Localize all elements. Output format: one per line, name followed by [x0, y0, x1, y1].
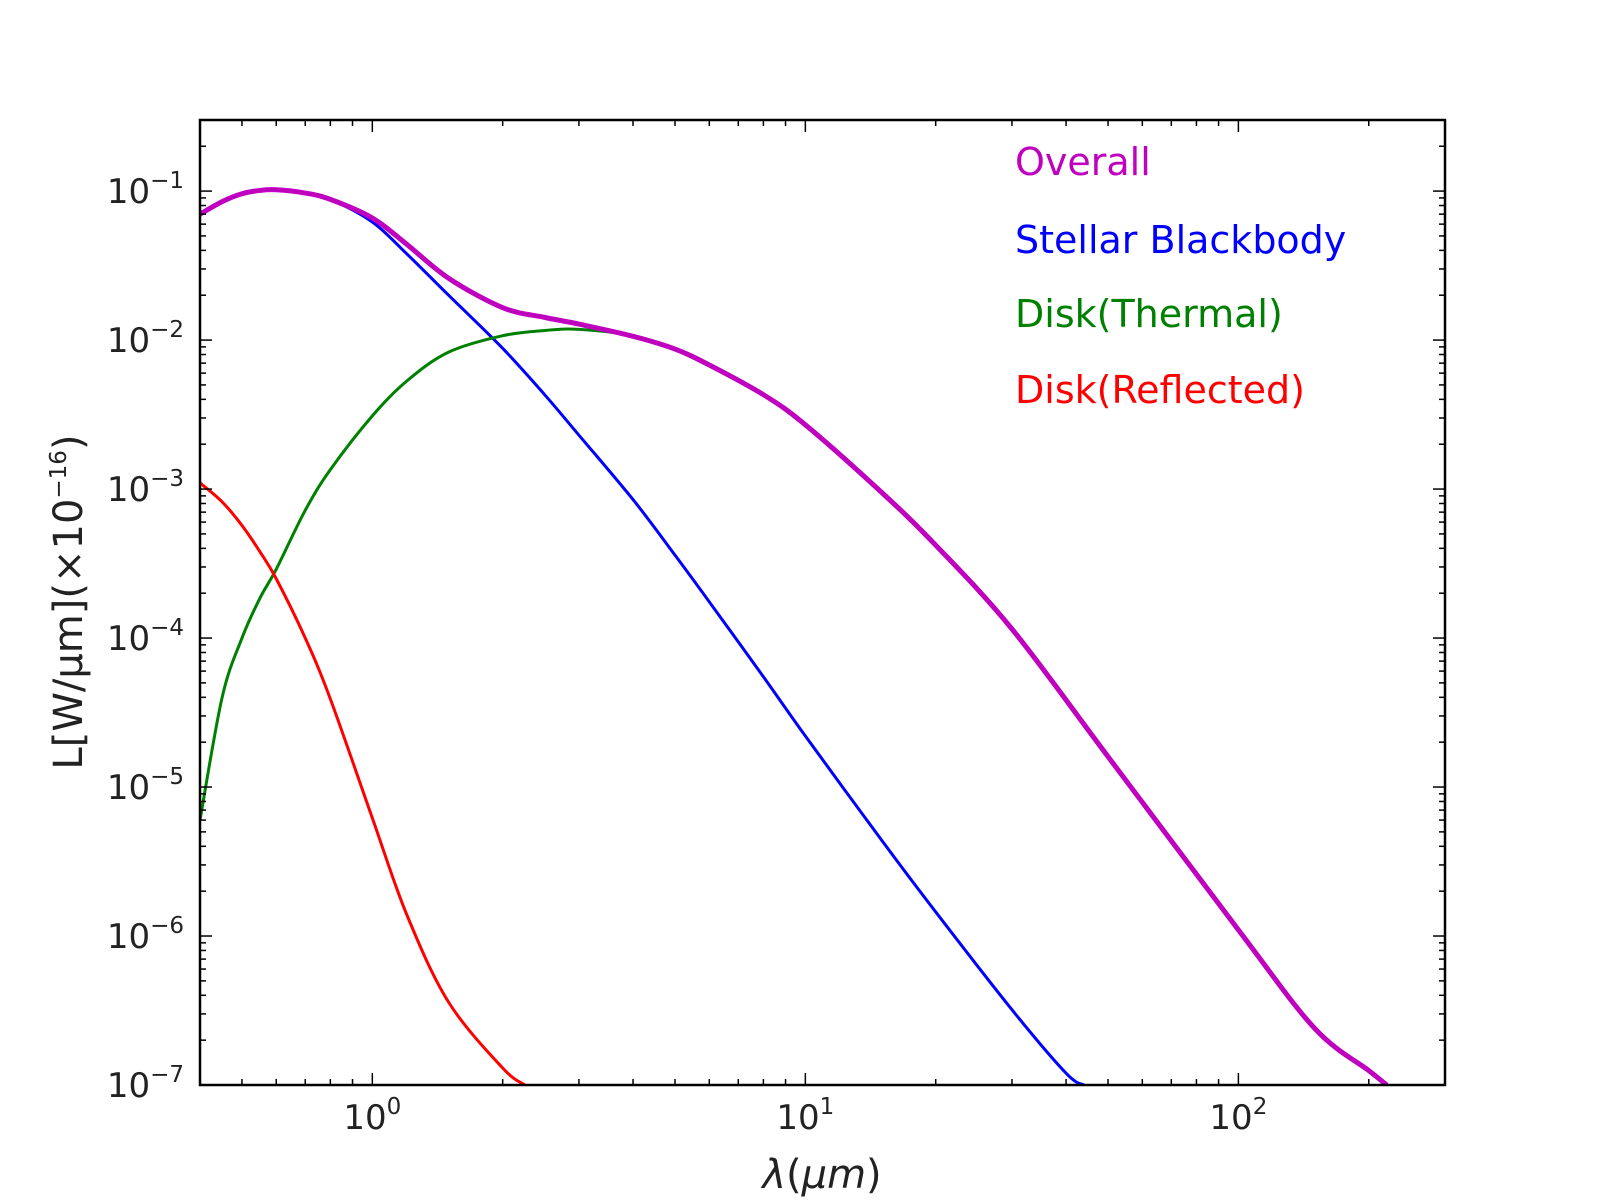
axes-frame — [198, 118, 1447, 1087]
x-tick-label: 101 — [776, 1094, 834, 1138]
x-axis-label-lambda: λ — [760, 1152, 786, 1198]
y-tick-label: 10−6 — [107, 913, 184, 957]
series-line-disk-reflected — [200, 481, 526, 1085]
legend-item-disk-reflected: Disk(Reflected) — [1015, 368, 1305, 412]
y-axis-label-close: ) — [46, 434, 92, 450]
y-tick-label: 10−7 — [107, 1062, 184, 1106]
y-axis-label-main: L[W/μm](×10 — [46, 499, 92, 770]
y-tick-label: 10−2 — [107, 317, 184, 361]
plot-area — [198, 118, 1447, 1087]
series-layer — [200, 187, 1389, 1085]
tick-labels: 100 101 102 10−1 10−2 10−3 10−4 10−5 10−6 10−7 — [107, 168, 1268, 1138]
y-axis-label-sup: −16 — [46, 450, 72, 499]
x-axis-label: λ(μm) — [760, 1152, 881, 1198]
y-axis-label: L[W/μm](×10−16) — [46, 434, 92, 769]
x-axis-label-unit: μm — [801, 1152, 866, 1198]
x-axis-label-open: ( — [786, 1152, 802, 1198]
x-axis-label-close: ) — [866, 1152, 882, 1198]
legend-item-overall: Overall — [1015, 140, 1151, 184]
x-tick-label: 100 — [343, 1094, 401, 1138]
x-tick-label: 102 — [1209, 1094, 1267, 1138]
series-line-overall — [200, 187, 1389, 1085]
legend-item-disk-thermal: Disk(Thermal) — [1015, 292, 1283, 336]
y-tick-label: 10−3 — [107, 466, 184, 510]
legend: Overall Stellar Blackbody Disk(Thermal) Dis… — [1015, 140, 1346, 412]
y-tick-label: 10−1 — [107, 168, 184, 212]
y-tick-label: 10−4 — [107, 615, 184, 659]
legend-item-stellar-blackbody: Stellar Blackbody — [1015, 218, 1346, 262]
y-tick-label: 10−5 — [107, 764, 184, 808]
